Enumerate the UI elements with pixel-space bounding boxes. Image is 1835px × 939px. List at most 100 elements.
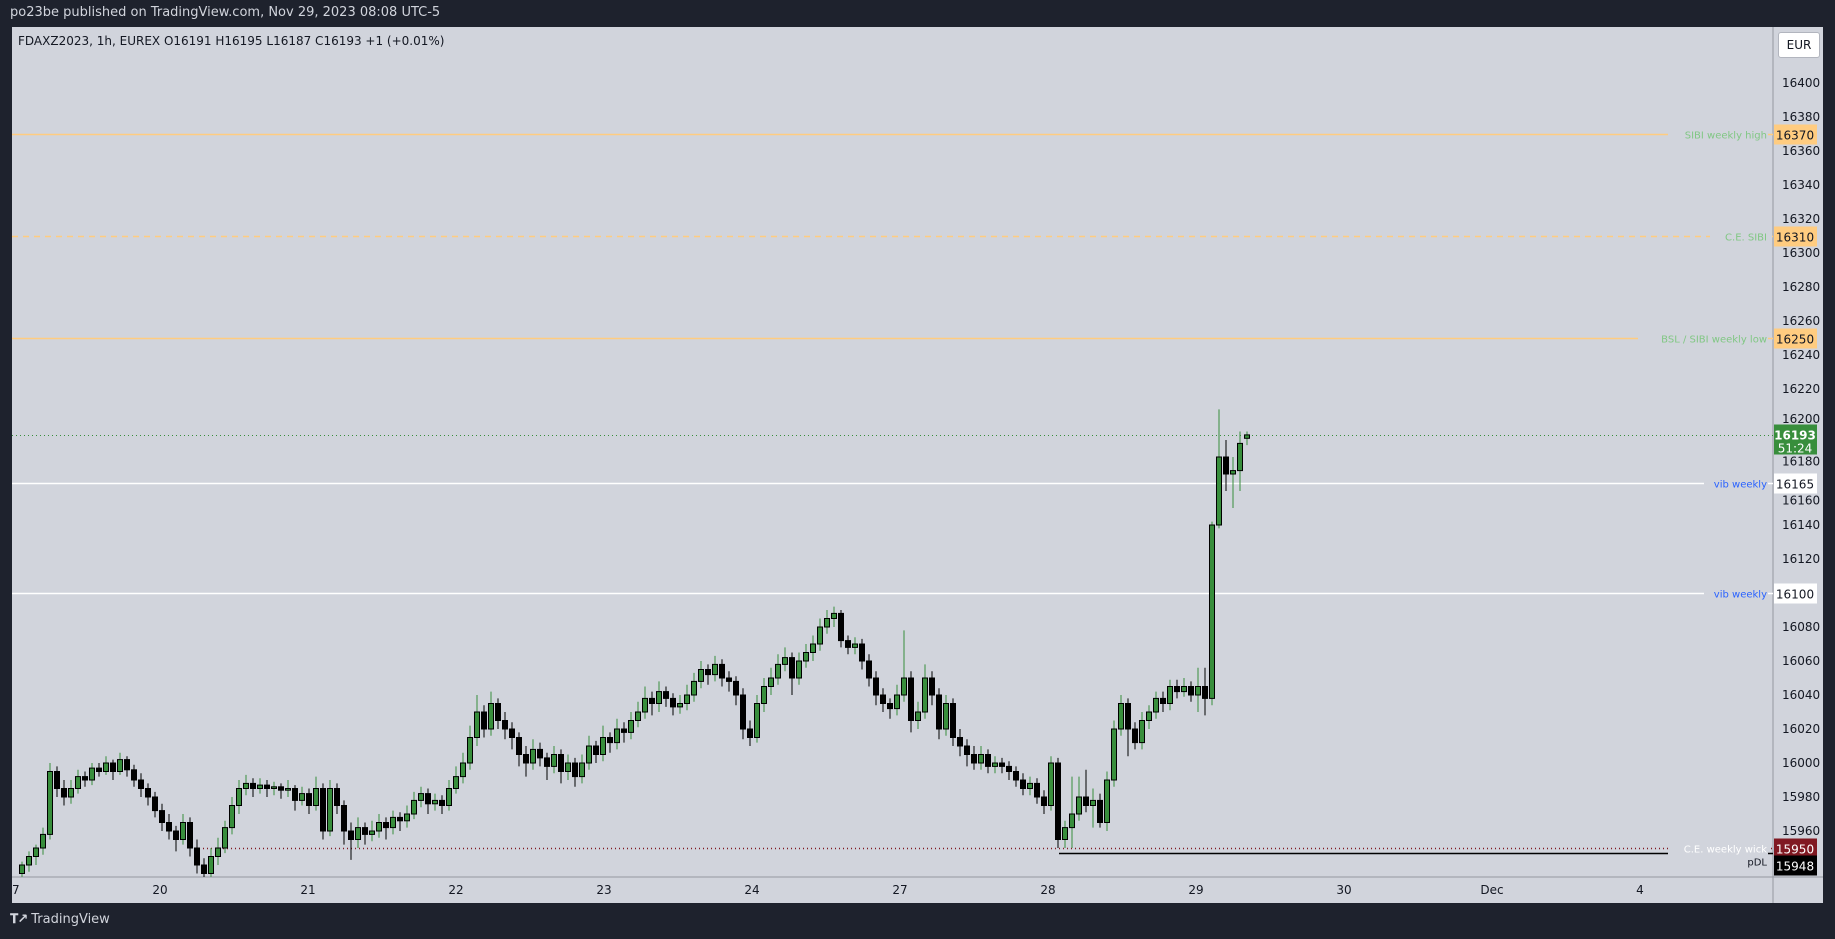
time-tick-label: 30: [1336, 883, 1351, 897]
candle-body: [327, 788, 333, 832]
candle-body: [1034, 782, 1040, 798]
level-label-bg: [1704, 587, 1768, 600]
price-tick-label: 16360: [1782, 144, 1820, 158]
candle-body: [61, 788, 67, 798]
candle-body: [831, 612, 837, 620]
candle-body: [117, 759, 123, 772]
candle-body: [523, 754, 529, 764]
candle-body: [467, 737, 473, 764]
candle-body: [1090, 799, 1096, 807]
time-tick-label: Dec: [1480, 883, 1503, 897]
candle-body: [103, 762, 109, 772]
candle-body: [796, 660, 802, 679]
candle-body: [40, 833, 46, 849]
candle-body: [376, 822, 382, 832]
candle-body: [593, 745, 599, 755]
candle-body: [124, 759, 130, 771]
candle-body: [915, 711, 921, 721]
candle-body: [1097, 799, 1103, 824]
candle-body: [733, 680, 739, 696]
tradingview-logo[interactable]: 𝐓↗ TradingView: [10, 912, 110, 927]
price-tick-label: 16040: [1782, 688, 1820, 702]
candle-body: [558, 754, 564, 772]
candle-body: [243, 782, 249, 790]
price-tag: 15948: [1776, 860, 1814, 874]
candle-body: [474, 711, 480, 738]
price-tick-label: 16160: [1782, 494, 1820, 508]
candle-body: [397, 816, 403, 822]
price-tick-label: 16020: [1782, 722, 1820, 736]
price-tick-label: 16400: [1782, 76, 1820, 90]
candle-body: [992, 762, 998, 767]
candle-body: [880, 694, 886, 704]
candle-body: [82, 776, 88, 781]
candle-body: [1195, 686, 1201, 696]
level-label-bg: [1704, 477, 1768, 490]
price-tick-label: 16200: [1782, 412, 1820, 426]
candle-body: [33, 847, 39, 857]
countdown-timer: 51:24: [1778, 442, 1813, 456]
candle-body: [166, 822, 172, 832]
candle-body: [1111, 728, 1117, 781]
candle-body: [411, 799, 417, 815]
candle-body: [712, 663, 718, 676]
currency-button[interactable]: EUR: [1778, 32, 1820, 58]
price-tick-label: 16280: [1782, 280, 1820, 294]
price-tag: 16370: [1776, 129, 1814, 143]
candle-body: [572, 762, 578, 778]
level-label: pDL: [1747, 858, 1767, 869]
candle-body: [824, 618, 830, 628]
price-tick-label: 16080: [1782, 620, 1820, 634]
price-tick-label: 15960: [1782, 824, 1820, 838]
candle-body: [516, 737, 522, 755]
level-label: BSL / SIBI weekly low: [1661, 335, 1767, 346]
candle-body: [1244, 434, 1250, 439]
candle-body: [502, 720, 508, 730]
candle-body: [173, 830, 179, 840]
candle-body: [698, 669, 704, 682]
candle-body: [89, 767, 95, 781]
candle-body: [222, 827, 228, 849]
candle-body: [957, 737, 963, 747]
candle-body: [152, 796, 158, 812]
candle-body: [586, 745, 592, 764]
candle-body: [446, 788, 452, 806]
candle-body: [390, 816, 396, 829]
candle-body: [873, 677, 879, 696]
candle-body: [495, 703, 501, 721]
candle-body: [159, 810, 165, 823]
candle-body: [180, 822, 186, 840]
candle-body: [936, 694, 942, 730]
candle-body: [1174, 686, 1180, 693]
candle-body: [306, 793, 312, 806]
candle-body: [663, 691, 669, 699]
candle-body: [971, 754, 977, 764]
candle-body: [1013, 771, 1019, 781]
candle-body: [768, 677, 774, 687]
candle-body: [642, 697, 648, 713]
candle-body: [894, 694, 900, 710]
candle-body: [1069, 813, 1075, 829]
candle-body: [670, 697, 676, 708]
candle-body: [271, 786, 277, 789]
candle-body: [950, 703, 956, 738]
candle-body: [425, 793, 431, 805]
candle-body: [1160, 697, 1166, 705]
chart-panel[interactable]: [12, 27, 1823, 903]
candle-body: [1223, 456, 1229, 475]
candle-body: [887, 703, 893, 710]
time-tick-label: 4: [1636, 883, 1644, 897]
candle-body: [530, 748, 536, 764]
candle-body: [852, 643, 858, 648]
price-tag-bg: [1774, 838, 1817, 859]
candle-body: [488, 703, 494, 730]
price-tick-label: 16240: [1782, 348, 1820, 362]
candle-body: [614, 728, 620, 744]
price-tag: 16100: [1776, 588, 1814, 602]
candle-body: [754, 703, 760, 738]
candle-body: [75, 776, 81, 789]
candle-body: [1153, 697, 1159, 713]
candle-body: [789, 657, 795, 679]
time-tick-label: 20: [152, 883, 167, 897]
